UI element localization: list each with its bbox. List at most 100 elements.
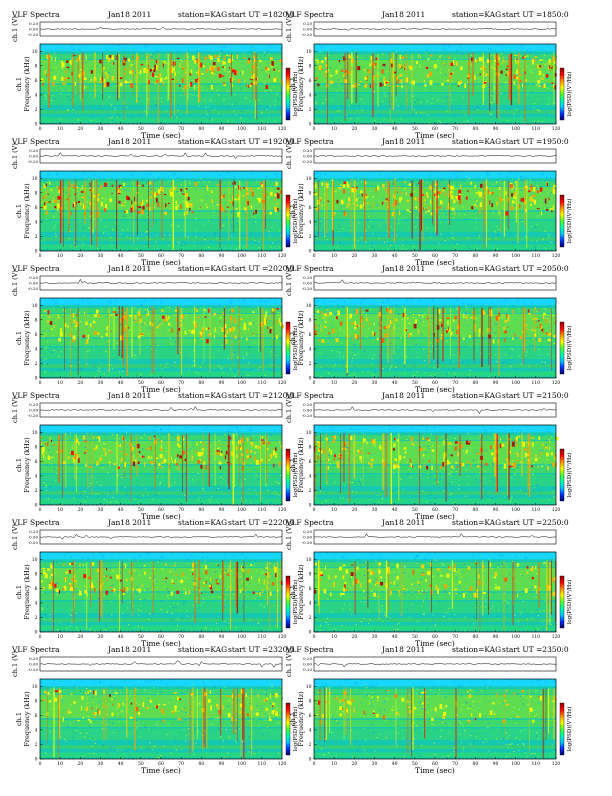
x-tick-label: 90 (493, 507, 499, 513)
x-tick-label: 120 (278, 507, 287, 513)
panel-date: Jan18 2011 (107, 137, 151, 146)
x-tick-label: 120 (278, 253, 287, 259)
x-tick-label: 0 (313, 253, 316, 259)
x-tick-label: 120 (278, 126, 287, 132)
x-tick-label: 30 (98, 761, 104, 767)
y-tick-label: 6 (35, 205, 38, 211)
wave-tick-label: 0.00 (303, 408, 312, 413)
x-tick-label: 80 (198, 380, 204, 386)
y-tick-label: 4 (35, 220, 38, 226)
y-axis-label: Frequency (kHz) (23, 310, 31, 366)
spectrogram-channel-label: ch.1 (15, 458, 23, 472)
x-tick-label: 120 (552, 380, 561, 386)
y-tick-label: 10 (306, 430, 312, 436)
y-tick-label: 4 (309, 728, 312, 734)
x-tick-label: 40 (118, 253, 124, 259)
x-tick-label: 0 (39, 507, 42, 513)
colorbar-label: log(PSD)(V²/Hz) (566, 580, 573, 625)
x-tick-label: 10 (331, 253, 337, 259)
x-tick-label: 100 (237, 761, 246, 767)
y-axis-label: Frequency (kHz) (297, 183, 305, 239)
x-tick-label: 40 (392, 761, 398, 767)
wave-tick-label: -0.20 (28, 159, 39, 164)
x-tick-label: 100 (511, 380, 520, 386)
wave-tick-label: -0.20 (28, 667, 39, 672)
x-tick-label: 110 (532, 761, 541, 767)
x-tick-label: 90 (493, 253, 499, 259)
x-tick-label: 40 (118, 380, 124, 386)
colorbar (286, 195, 290, 247)
spectrogram-channel-label: ch.1 (289, 712, 297, 726)
x-tick-label: 80 (198, 761, 204, 767)
spectrogram-channel-label: ch.1 (15, 712, 23, 726)
x-tick-label: 80 (198, 634, 204, 640)
x-tick-label: 10 (57, 507, 63, 513)
x-tick-label: 20 (77, 634, 83, 640)
colorbar-label: log(PSD)(V²/Hz) (566, 326, 573, 371)
x-tick-label: 10 (331, 634, 337, 640)
y-tick-label: 2 (35, 107, 38, 113)
y-tick-label: 4 (309, 474, 312, 480)
y-axis-label: Frequency (kHz) (297, 56, 305, 112)
y-tick-label: 10 (306, 49, 312, 55)
y-tick-label: 6 (35, 78, 38, 84)
spectrogram-channel-label: ch.1 (289, 458, 297, 472)
x-tick-label: 40 (118, 761, 124, 767)
x-tick-label: 110 (258, 761, 267, 767)
x-tick-label: 110 (258, 253, 267, 259)
y-tick-label: 0 (309, 249, 312, 255)
y-tick-label: 4 (35, 601, 38, 607)
x-tick-label: 0 (313, 126, 316, 132)
colorbar-label: log(PSD)(V²/Hz) (566, 199, 573, 244)
x-tick-label: 80 (198, 126, 204, 132)
x-tick-label: 0 (313, 380, 316, 386)
y-axis-label: Frequency (kHz) (23, 56, 31, 112)
y-tick-label: 10 (32, 176, 38, 182)
x-tick-label: 80 (472, 380, 478, 386)
y-tick-label: 8 (309, 190, 312, 196)
x-tick-label: 80 (472, 507, 478, 513)
x-tick-label: 90 (493, 634, 499, 640)
x-tick-label: 40 (392, 126, 398, 132)
wave-axis-label: ch.1 (V) (11, 651, 19, 677)
x-tick-label: 40 (118, 126, 124, 132)
wave-tick-label: 0.00 (303, 281, 312, 286)
wave-axis-label: ch.1 (V) (285, 397, 293, 423)
y-tick-label: 0 (35, 249, 38, 255)
spectrogram-channel-label: ch.1 (15, 77, 23, 91)
y-axis-label: Frequency (kHz) (297, 564, 305, 620)
x-tick-label: 10 (57, 634, 63, 640)
y-tick-label: 2 (35, 742, 38, 748)
y-tick-label: 8 (35, 698, 38, 704)
wave-tick-label: -0.20 (302, 159, 313, 164)
panel-date: Jan18 2011 (381, 391, 425, 400)
x-tick-label: 100 (237, 126, 246, 132)
x-tick-label: 0 (39, 634, 42, 640)
x-tick-label: 80 (198, 507, 204, 513)
colorbar (286, 68, 290, 120)
x-tick-label: 30 (372, 126, 378, 132)
y-tick-label: 8 (35, 190, 38, 196)
x-tick-label: 100 (511, 253, 520, 259)
wave-tick-label: 0.20 (29, 148, 38, 153)
wave-tick-label: -0.20 (302, 32, 313, 37)
panel-station: station=KAG (178, 10, 227, 19)
x-tick-label: 40 (118, 507, 124, 513)
x-tick-label: 110 (532, 634, 541, 640)
wave-tick-label: 0.00 (29, 27, 38, 32)
y-tick-label: 4 (35, 347, 38, 353)
y-tick-label: 6 (309, 459, 312, 465)
panel-station: station=KAG (178, 264, 227, 273)
panel-station: station=KAG (452, 391, 501, 400)
x-tick-label: 120 (278, 380, 287, 386)
y-tick-label: 4 (309, 347, 312, 353)
y-tick-label: 0 (309, 122, 312, 128)
y-tick-label: 0 (35, 122, 38, 128)
